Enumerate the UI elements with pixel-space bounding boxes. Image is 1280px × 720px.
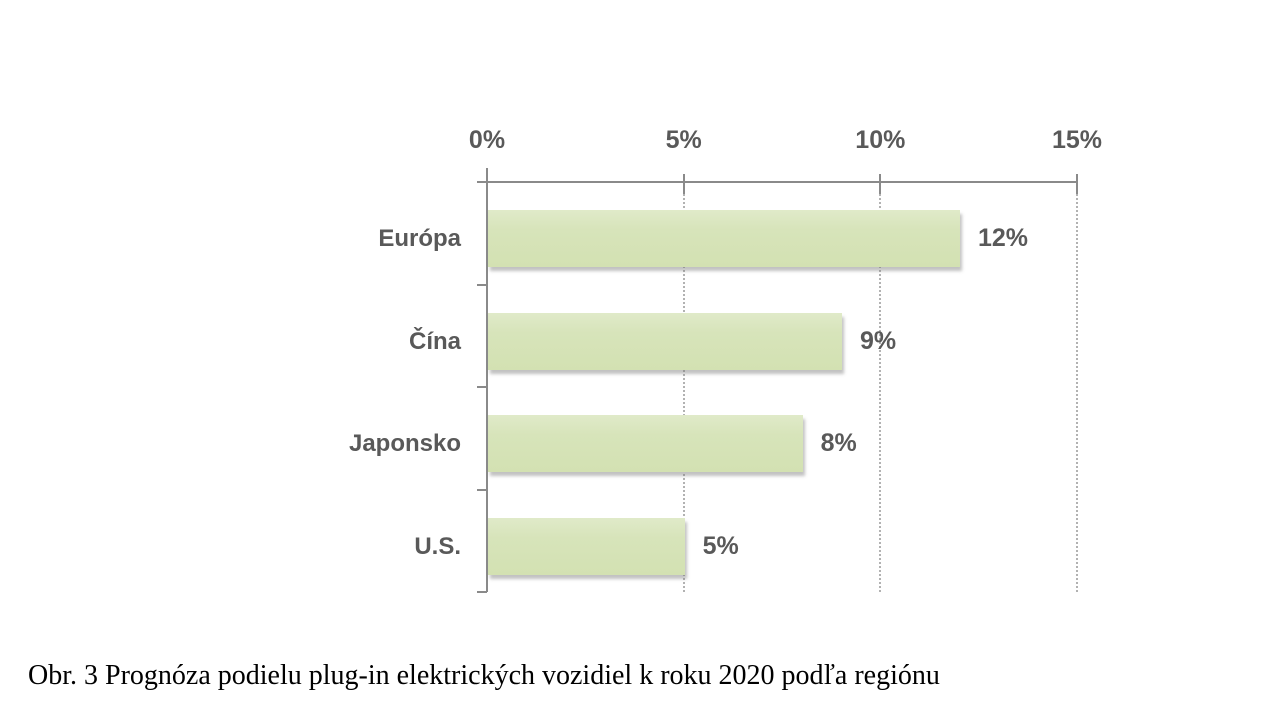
bar	[488, 312, 842, 370]
bar	[488, 210, 960, 267]
gridline	[1076, 194, 1078, 592]
gridline	[682, 194, 685, 592]
y-axis-tick	[477, 488, 487, 491]
gridline	[879, 194, 882, 592]
category-label: U.S.	[414, 532, 461, 560]
x-axis-tick	[879, 174, 882, 194]
x-axis-tick	[1076, 174, 1078, 194]
x-axis-tick-label: 15%	[1051, 126, 1103, 154]
category-label: Európa	[378, 225, 461, 252]
figure-caption: Obr. 3 Prognóza podielu plug-in elektric…	[28, 660, 940, 691]
y-axis-tick	[477, 386, 487, 388]
category-label: Japonsko	[348, 430, 461, 457]
y-axis-tick	[477, 283, 487, 286]
value-label: 8%	[820, 429, 857, 457]
value-label: 9%	[860, 326, 897, 355]
x-axis-tick	[682, 174, 685, 194]
y-axis-tick	[477, 591, 487, 593]
x-axis-tick-label: 10%	[855, 126, 906, 154]
y-axis-line	[486, 168, 488, 592]
value-label: 5%	[702, 531, 739, 560]
bar-chart: 0% 5% 10% 15% Európa 12% Čína 9% Japonsko 8% U.S. 5…	[348, 126, 1103, 593]
x-axis-line	[477, 181, 1077, 183]
bar	[488, 517, 685, 575]
category-label: Čína	[408, 327, 461, 355]
value-label: 12%	[978, 224, 1029, 252]
x-axis-tick-label: 0%	[468, 126, 506, 154]
bar	[488, 415, 803, 472]
x-axis-tick-label: 5%	[665, 126, 702, 154]
